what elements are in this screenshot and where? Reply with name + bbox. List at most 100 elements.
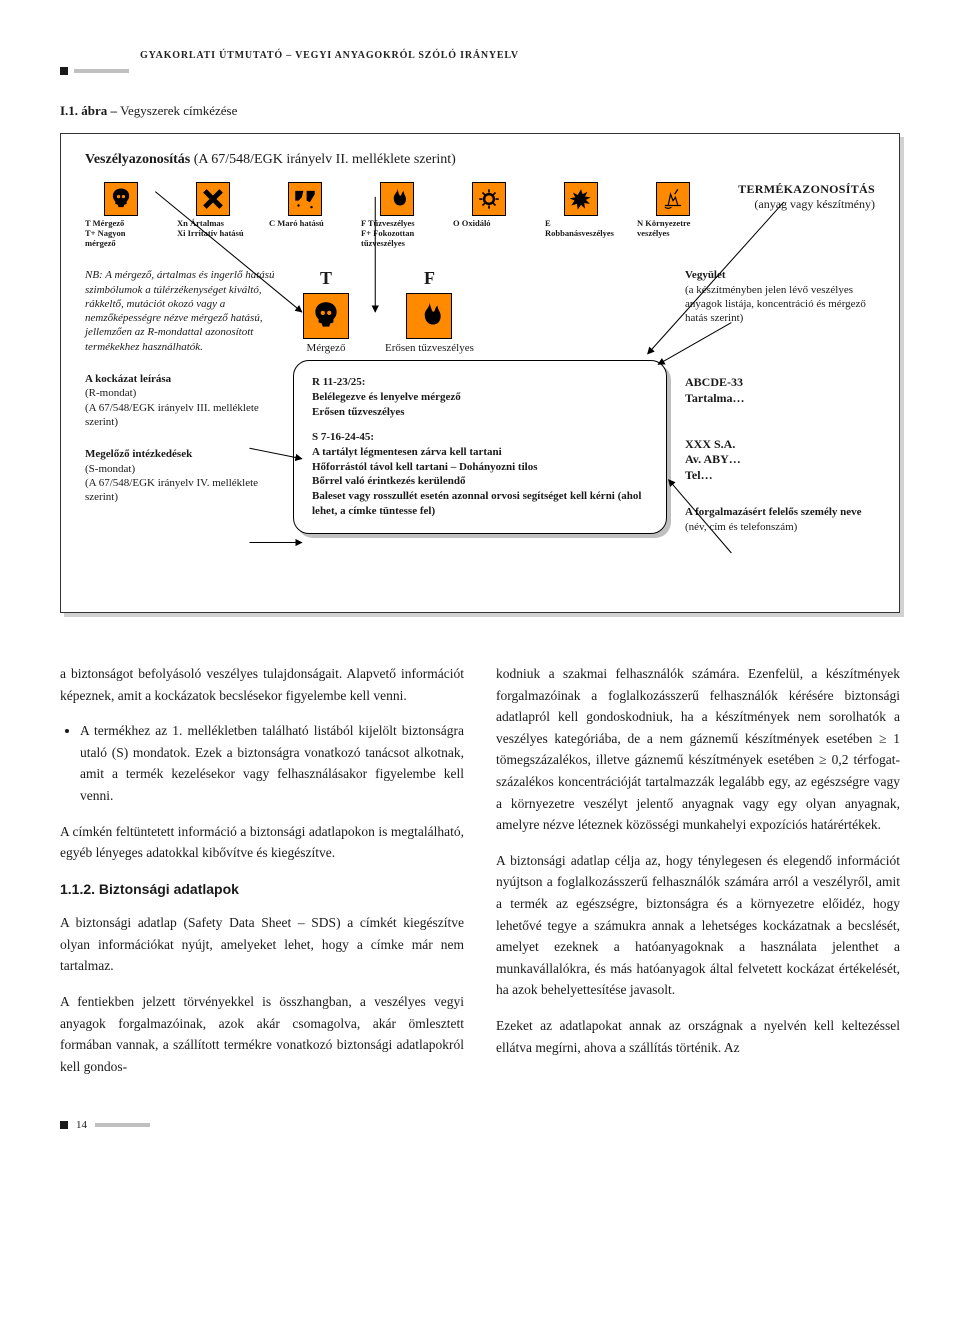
environment-icon: [656, 182, 690, 216]
prev-sub1: (S-mondat): [85, 462, 275, 476]
xxx-l3: Tel…: [685, 468, 875, 484]
page-root: GYAKORLATI ÚTMUTATÓ – VEGYI ANYAGOKRÓL S…: [0, 0, 960, 1161]
right-p2: A biztonsági adatlap célja az, hogy tény…: [496, 850, 900, 1001]
nb-note: NB: A mérgező, ártalmas és ingerlő hatás…: [85, 268, 275, 354]
s-head: S 7-16-24-45:: [312, 430, 648, 445]
header-bar: [74, 69, 129, 73]
xxx-l2: Av. ABY…: [685, 452, 875, 468]
s-l1: A tartályt légmentesen zárva kell tartan…: [312, 445, 648, 460]
s-l2: Hőforrástól távol kell tartani – Dohányo…: [312, 460, 648, 475]
prev-head: Megelőző intézkedések: [85, 447, 275, 461]
abcde-sub: Tartalma…: [685, 391, 875, 407]
footer-bar: [95, 1123, 150, 1127]
running-header: GYAKORLATI ÚTMUTATÓ – VEGYI ANYAGOKRÓL S…: [140, 50, 900, 61]
risk-block: A kockázat leírása (R-mondat) (A 67/548/…: [85, 372, 275, 429]
product-id-block: TERMÉKAZONOSÍTÁS (anyag vagy készítmény): [729, 182, 875, 212]
explosion-icon: [564, 182, 598, 216]
distributor-sample: XXX S.A. Av. ABY… Tel…: [685, 437, 875, 484]
hazard-n: N Környezetre veszélyes: [637, 182, 709, 239]
header-dot: [60, 67, 68, 75]
right-p1: kodniuk a szakmai felhasználók számára. …: [496, 663, 900, 836]
fig-caption-rest: Vegyszerek címkézése: [117, 103, 237, 118]
figure-title: Veszélyazonosítás (A 67/548/EGK irányelv…: [85, 152, 875, 168]
r-block: R 11-23/25: Belélegezve és lenyelve mérg…: [312, 375, 648, 420]
body-columns: a biztonságot befolyásoló veszélyes tula…: [60, 663, 900, 1091]
tf-t-cell: T Mérgező: [303, 268, 349, 354]
center-column: T Mérgező F Erősen tűzveszélyes: [293, 268, 667, 584]
risk-sub1: (R-mondat): [85, 386, 275, 400]
distributor-head: A forgalmazásért felelős személy neve: [685, 505, 875, 519]
left-bullet: A termékhez az 1. mellékletben található…: [80, 720, 464, 806]
page-number: 14: [76, 1119, 87, 1131]
hazard-t: T Mérgező T+ Nagyon mérgező: [85, 182, 157, 248]
figure-box: Veszélyazonosítás (A 67/548/EGK irányelv…: [60, 133, 900, 613]
risk-sub2: (A 67/548/EGK irányelv III. melléklete s…: [85, 401, 275, 430]
section-heading: 1.1.2. Biztonsági adatlapok: [60, 878, 464, 900]
hazard-e-label: E Robbanásveszélyes: [545, 219, 617, 239]
hazard-symbols-row: T Mérgező T+ Nagyon mérgező Xn Ártalmas …: [85, 182, 875, 248]
right-notes: Vegyület (a készítményben jelen lévő ves…: [685, 268, 875, 584]
right-p3: Ezeket az adatlapokat annak az országnak…: [496, 1015, 900, 1058]
risk-head: A kockázat leírása: [85, 372, 275, 386]
hazard-e: E Robbanásveszélyes: [545, 182, 617, 239]
r-l1: Belélegezve és lenyelve mérgező: [312, 390, 648, 405]
left-bullet-list: A termékhez az 1. mellékletben található…: [60, 720, 464, 806]
hazard-t-label: T Mérgező T+ Nagyon mérgező: [85, 219, 157, 248]
tf-t-word: Mérgező: [303, 342, 349, 354]
hazard-o-label: O Oxidáló: [453, 219, 525, 229]
compound-block: Vegyület (a készítményben jelen lévő ves…: [685, 268, 875, 325]
hazard-o: O Oxidáló: [453, 182, 525, 229]
hazard-c: C Maró hatású: [269, 182, 341, 229]
tf-f-word: Erősen tűzveszélyes: [385, 342, 474, 354]
r-head: R 11-23/25:: [312, 375, 648, 390]
s-l3: Bőrrel való érintkezés kerülendő: [312, 474, 648, 489]
abcde-block: ABCDE-33 Tartalma…: [685, 375, 875, 406]
compound-head: Vegyület: [685, 268, 875, 282]
nb-note-text: NB: A mérgező, ártalmas és ingerlő hatás…: [85, 269, 275, 352]
hazard-f: F Tűzveszélyes F+ Fokozottan tűzveszélye…: [361, 182, 433, 248]
compound-sub: (a készítményben jelen lévő veszélyes an…: [685, 283, 875, 326]
figure-caption: I.1. ábra – Vegyszerek címkézése: [60, 103, 900, 119]
left-p2: A címkén feltüntetett információ a bizto…: [60, 821, 464, 864]
hazard-c-label: C Maró hatású: [269, 219, 341, 229]
tf-f-cell: F Erősen tűzveszélyes: [385, 268, 474, 354]
tf-row: T Mérgező F Erősen tűzveszélyes: [303, 268, 667, 354]
left-p4: A fentiekben jelzett törvényekkel is öss…: [60, 991, 464, 1077]
figure-title-rest: (A 67/548/EGK irányelv II. melléklete sz…: [190, 152, 456, 167]
oxidizer-icon: [472, 182, 506, 216]
s-l4: Baleset vagy rosszullét esetén azonnal o…: [312, 489, 648, 519]
xxx-l1: XXX S.A.: [685, 437, 875, 453]
skull-icon: [303, 293, 349, 339]
footer-rule: 14: [60, 1119, 900, 1131]
cross-icon: [196, 182, 230, 216]
fig-caption-bold: I.1. ábra –: [60, 103, 117, 118]
flame-icon: [380, 182, 414, 216]
prev-block: Megelőző intézkedések (S-mondat) (A 67/5…: [85, 447, 275, 504]
hazard-n-label: N Környezetre veszélyes: [637, 219, 709, 239]
distributor-sub: (név, cím és telefonszám): [685, 520, 875, 534]
left-notes: NB: A mérgező, ártalmas és ingerlő hatás…: [85, 268, 275, 584]
flame-icon: [406, 293, 452, 339]
hazard-xn: Xn Ártalmas Xi Irritatív hatású: [177, 182, 249, 239]
r-l2: Erősen tűzveszélyes: [312, 405, 648, 420]
hazard-xn-label: Xn Ártalmas Xi Irritatív hatású: [177, 219, 249, 239]
figure-mid-row: NB: A mérgező, ártalmas és ingerlő hatás…: [85, 268, 875, 584]
distributor-block: A forgalmazásért felelős személy neve (n…: [685, 505, 875, 534]
product-id-head: TERMÉKAZONOSÍTÁS: [729, 182, 875, 197]
skull-icon: [104, 182, 138, 216]
footer-dot: [60, 1121, 68, 1129]
left-p3: A biztonsági adatlap (Safety Data Sheet …: [60, 912, 464, 977]
s-block: S 7-16-24-45: A tartályt légmentesen zár…: [312, 430, 648, 519]
abcde-code: ABCDE-33: [685, 375, 875, 391]
tf-f-letter: F: [385, 268, 474, 289]
left-p1: a biztonságot befolyásoló veszélyes tula…: [60, 663, 464, 706]
header-rule: [60, 67, 900, 75]
prev-sub2: (A 67/548/EGK irányelv IV. melléklete sz…: [85, 476, 275, 505]
corrosive-icon: [288, 182, 322, 216]
left-column: a biztonságot befolyásoló veszélyes tula…: [60, 663, 464, 1091]
tf-t-letter: T: [303, 268, 349, 289]
figure-title-bold: Veszélyazonosítás: [85, 152, 190, 167]
right-column: kodniuk a szakmai felhasználók számára. …: [496, 663, 900, 1091]
inner-box: R 11-23/25: Belélegezve és lenyelve mérg…: [293, 360, 667, 534]
hazard-f-label: F Tűzveszélyes F+ Fokozottan tűzveszélye…: [361, 219, 433, 248]
